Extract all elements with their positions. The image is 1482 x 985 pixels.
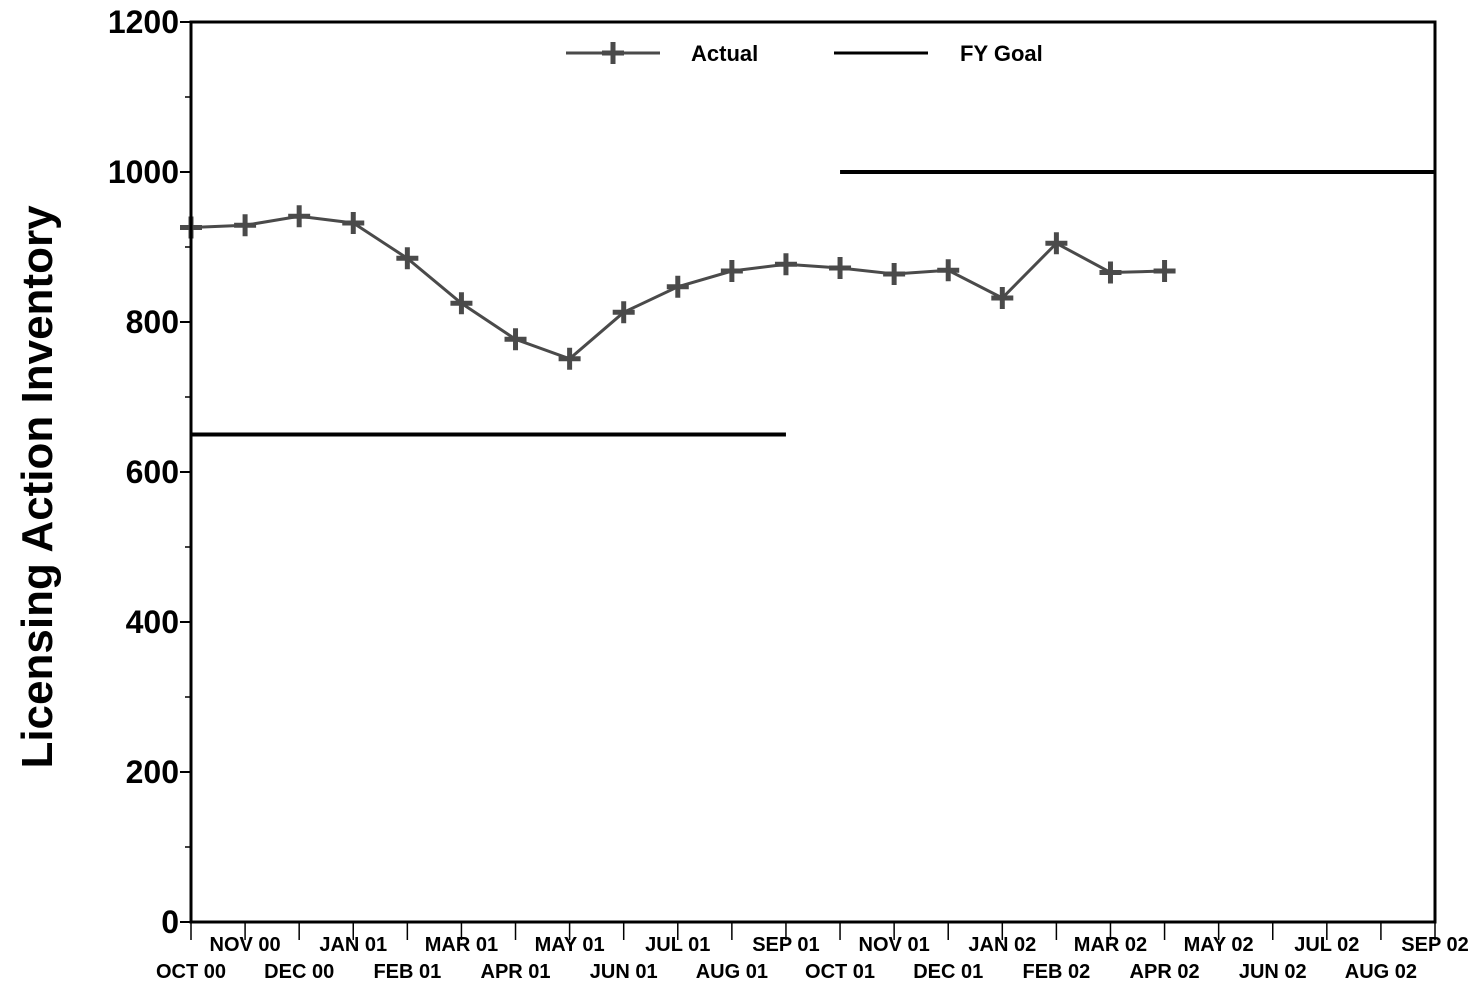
x-tick-label: NOV 00 xyxy=(210,934,281,956)
x-axis-ticks: OCT 00 NOV 00 DEC 00 JAN 01 FEB 01 MAR 01 APR … xyxy=(156,922,1469,983)
actual-series xyxy=(180,205,1176,370)
actual-point xyxy=(774,253,797,276)
x-tick-label: MAY 02 xyxy=(1184,934,1254,956)
y-tick-label: 400 xyxy=(126,604,179,640)
x-tick-label: JUL 02 xyxy=(1294,934,1359,956)
x-tick-label: MAY 01 xyxy=(535,934,605,956)
x-tick-label: MAR 02 xyxy=(1074,934,1147,956)
y-axis-label: Licensing Action Inventory xyxy=(13,205,62,769)
plot-frame xyxy=(189,20,1437,924)
x-tick-label: AUG 01 xyxy=(696,961,768,983)
actual-point xyxy=(883,263,906,285)
actual-point xyxy=(450,292,473,315)
y-axis-ticks: 0 200 400 600 800 1000 1200 xyxy=(108,4,191,940)
actual-point xyxy=(829,257,852,279)
actual-point xyxy=(1045,232,1068,255)
actual-point xyxy=(937,259,960,282)
legend-goal-label: FY Goal xyxy=(960,41,1043,66)
x-tick-label: JUL 01 xyxy=(645,934,710,956)
actual-point xyxy=(504,328,527,351)
y-tick-label: 200 xyxy=(126,754,179,790)
actual-point xyxy=(558,347,581,370)
x-tick-label: NOV 01 xyxy=(859,934,930,956)
fy-goal-series xyxy=(191,170,1435,437)
x-tick-label: JAN 02 xyxy=(968,934,1036,956)
y-tick-label: 600 xyxy=(126,454,179,490)
x-tick-label: MAR 01 xyxy=(425,934,498,956)
x-tick-label: FEB 01 xyxy=(373,961,441,983)
x-tick-label: JUN 02 xyxy=(1239,961,1307,983)
x-tick-label: APR 01 xyxy=(481,961,551,983)
y-tick-label: 0 xyxy=(161,904,179,940)
actual-point xyxy=(666,275,689,298)
y-tick-label: 800 xyxy=(126,304,179,340)
actual-point xyxy=(720,260,743,282)
legend-actual-label: Actual xyxy=(691,41,758,66)
actual-point xyxy=(612,301,635,324)
legend: Actual FY Goal xyxy=(566,41,1043,66)
actual-point xyxy=(288,205,311,228)
actual-point xyxy=(1099,261,1122,284)
x-tick-label: AUG 02 xyxy=(1345,961,1417,983)
x-tick-label: DEC 01 xyxy=(913,961,983,983)
actual-point xyxy=(396,247,419,270)
actual-point xyxy=(1153,260,1176,282)
x-tick-label: APR 02 xyxy=(1130,961,1200,983)
actual-point xyxy=(991,287,1014,309)
x-tick-label: FEB 02 xyxy=(1022,961,1090,983)
x-tick-label: SEP 01 xyxy=(752,934,819,956)
y-tick-label: 1000 xyxy=(108,154,179,190)
x-tick-label: OCT 01 xyxy=(805,961,875,983)
y-tick-label: 1200 xyxy=(108,4,179,40)
x-tick-label: JUN 01 xyxy=(590,961,658,983)
legend-actual-marker xyxy=(602,42,624,64)
x-tick-label: SEP 02 xyxy=(1401,934,1468,956)
actual-point xyxy=(234,214,257,237)
actual-point xyxy=(342,212,365,234)
x-tick-label: DEC 00 xyxy=(264,961,334,983)
x-tick-label: OCT 00 xyxy=(156,961,226,983)
x-tick-label: JAN 01 xyxy=(319,934,387,956)
